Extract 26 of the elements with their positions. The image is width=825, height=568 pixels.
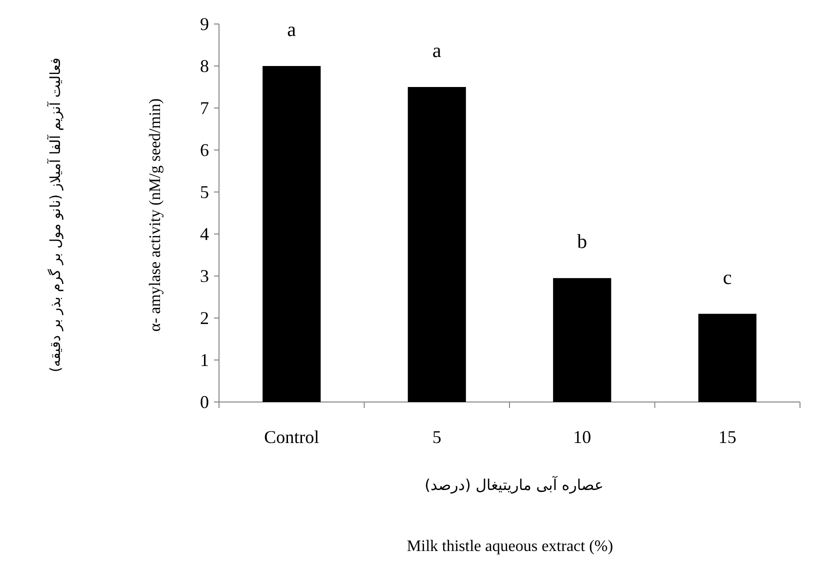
annotation: c bbox=[722, 266, 732, 289]
y-tick-label: 3 bbox=[200, 266, 209, 286]
x-tick-label: 5 bbox=[432, 427, 442, 447]
x-axis-title: عصاره آبی ماریتیغال (درصد) bbox=[424, 475, 604, 494]
y-tick-label: 9 bbox=[200, 14, 209, 34]
y-tick-label: 7 bbox=[200, 98, 209, 118]
x-tick-label: 15 bbox=[718, 427, 736, 447]
annotation: a bbox=[432, 40, 442, 62]
y-axis-title: α- amylase activity (nM/g seed/min) bbox=[147, 98, 164, 332]
y-tick-label: 5 bbox=[200, 182, 209, 202]
y-tick-label: 0 bbox=[200, 392, 209, 412]
x-tick-label: 10 bbox=[573, 427, 592, 447]
y-tick-label: 4 bbox=[200, 224, 209, 244]
bar bbox=[698, 314, 756, 402]
bar bbox=[408, 87, 466, 402]
x-tick-label: Control bbox=[264, 427, 320, 447]
annotation: b bbox=[577, 231, 588, 254]
y-tick-label: 6 bbox=[200, 140, 209, 160]
y-tick-label: 2 bbox=[200, 308, 209, 328]
bar bbox=[262, 66, 321, 402]
bar bbox=[553, 278, 612, 402]
y-tick-label: 8 bbox=[200, 56, 209, 76]
annotation: a bbox=[287, 19, 296, 41]
text: Milk thistle aqueous extract (%) bbox=[406, 538, 614, 555]
text: فعالیت آنزیم آلفا آمیلاز (نانو مول بر گرم بذر بر دقیقه) bbox=[46, 58, 64, 372]
y-tick-label: 1 bbox=[200, 350, 209, 370]
